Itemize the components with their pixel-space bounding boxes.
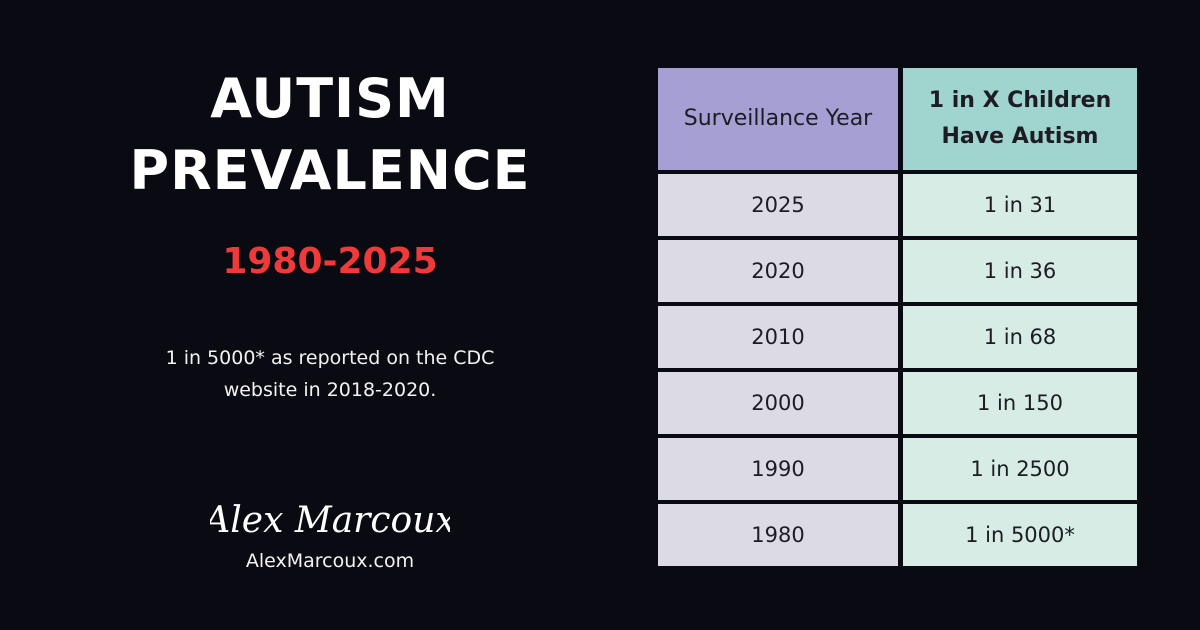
signature-logo: Alex Marcoux <box>210 500 450 541</box>
cell-year: 2000 <box>658 372 898 434</box>
cell-year: 2025 <box>658 174 898 236</box>
cell-year: 1990 <box>658 438 898 500</box>
source-note: 1 in 5000* as reported on the CDC websit… <box>165 347 495 401</box>
table-row: 2020 1 in 36 <box>658 240 1137 302</box>
year-range: 1980-2025 <box>222 241 438 282</box>
table-row: 2010 1 in 68 <box>658 306 1137 368</box>
cell-ratio: 1 in 150 <box>903 372 1137 434</box>
header-ratio-text: 1 in X Children Have Autism <box>928 88 1112 149</box>
table-header-row: Surveillance Year 1 in X Children Have A… <box>658 68 1137 170</box>
cell-year: 2020 <box>658 240 898 302</box>
cell-ratio: 1 in 31 <box>903 174 1137 236</box>
cell-ratio: 1 in 68 <box>903 306 1137 368</box>
table-row: 1980 1 in 5000* <box>658 504 1137 566</box>
table-row: 1990 1 in 2500 <box>658 438 1137 500</box>
table-row: 2000 1 in 150 <box>658 372 1137 434</box>
left-panel: AUTISM PREVALENCE 1980-2025 1 in 5000* a… <box>40 0 620 630</box>
title-line-2: PREVALENCE <box>129 139 531 202</box>
prevalence-table: Surveillance Year 1 in X Children Have A… <box>658 68 1137 570</box>
cell-year: 1980 <box>658 504 898 566</box>
header-surveillance-year: Surveillance Year <box>658 68 898 170</box>
signature-text: Alex Marcoux <box>210 500 450 541</box>
website-link[interactable]: AlexMarcoux.com <box>245 550 415 572</box>
header-ratio: 1 in X Children Have Autism <box>903 68 1137 170</box>
table-row: 2025 1 in 31 <box>658 174 1137 236</box>
cell-ratio: 1 in 36 <box>903 240 1137 302</box>
cell-ratio: 1 in 2500 <box>903 438 1137 500</box>
cell-ratio: 1 in 5000* <box>903 504 1137 566</box>
title-line-1: AUTISM <box>210 67 450 130</box>
cell-year: 2010 <box>658 306 898 368</box>
